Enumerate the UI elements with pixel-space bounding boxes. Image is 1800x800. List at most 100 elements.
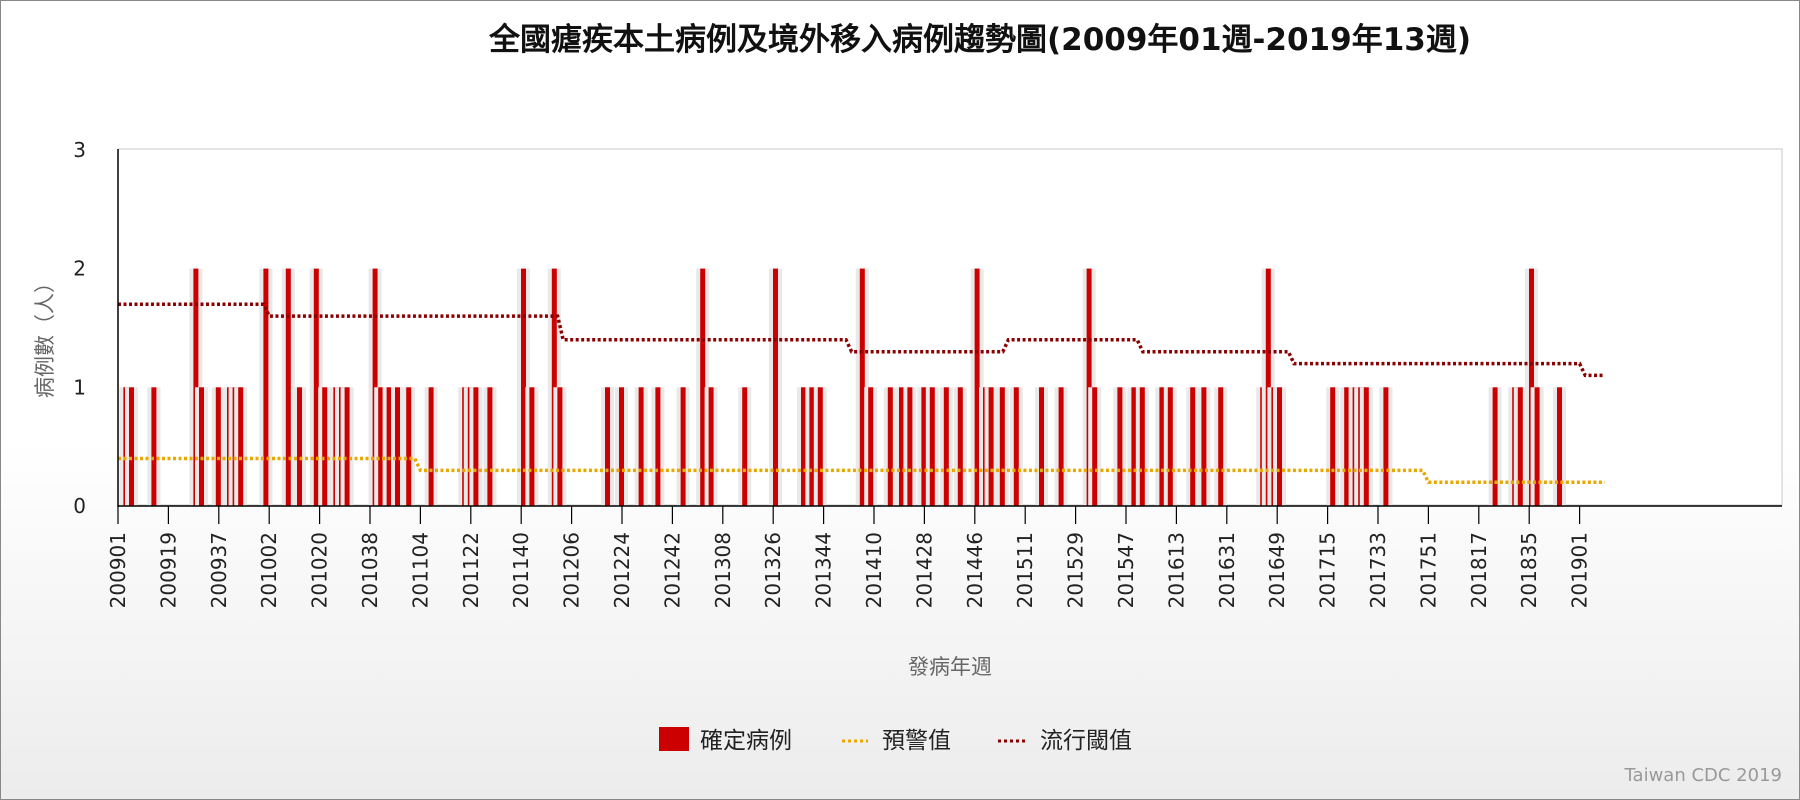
bar — [1201, 387, 1207, 506]
bar — [1277, 387, 1282, 506]
bar — [285, 268, 291, 506]
legend-label-warning: 預警值 — [882, 728, 951, 754]
x-tick-label: 201529 — [1064, 532, 1088, 608]
bar — [988, 387, 994, 506]
bar — [1492, 387, 1498, 506]
bar — [557, 387, 563, 506]
bar — [638, 387, 644, 506]
bar — [297, 387, 302, 506]
bar — [773, 268, 778, 506]
bar — [263, 268, 269, 506]
bar — [742, 387, 748, 506]
x-tick-label: 201715 — [1316, 532, 1340, 608]
bar — [1139, 387, 1145, 506]
x-axis-title: 發病年週 — [908, 655, 992, 679]
x-tick-label: 201002 — [257, 532, 281, 608]
x-tick-label: 201428 — [912, 532, 936, 608]
bar — [655, 387, 661, 506]
x-tick-label: 201020 — [308, 532, 332, 608]
x-tick-label: 200901 — [106, 532, 130, 608]
x-tick-label: 201817 — [1467, 532, 1491, 608]
bar — [1013, 387, 1019, 506]
bar — [378, 387, 384, 506]
bar — [344, 387, 350, 506]
bar — [406, 387, 412, 506]
x-tick-label: 201206 — [560, 532, 584, 608]
x-tick-label: 200919 — [156, 532, 180, 608]
bar — [1344, 387, 1350, 506]
bar — [521, 268, 526, 506]
bar — [529, 387, 535, 506]
bar — [859, 268, 865, 506]
x-tick-label: 201835 — [1517, 532, 1541, 608]
bar — [1363, 387, 1369, 506]
line-threshold — [118, 302, 1605, 378]
bar — [899, 387, 904, 506]
x-tick-label: 201446 — [963, 532, 987, 608]
line-warning — [118, 456, 1605, 485]
bar — [700, 268, 706, 506]
bar — [129, 387, 134, 506]
bar — [1557, 387, 1562, 506]
bar — [817, 387, 823, 506]
bar — [473, 387, 479, 506]
bar — [428, 387, 434, 506]
bar — [313, 268, 319, 506]
bar — [605, 387, 610, 506]
x-tick-label: 201038 — [358, 532, 382, 608]
bar — [801, 387, 806, 506]
bar — [1117, 387, 1123, 506]
bar — [1190, 387, 1196, 506]
bar — [199, 387, 204, 506]
bar — [1092, 387, 1098, 506]
x-tick-label: 201649 — [1265, 532, 1289, 608]
x-tick-label: 201410 — [862, 532, 886, 608]
y-axis-title: 病例數（人） — [33, 272, 57, 398]
x-tick-label: 201631 — [1215, 532, 1239, 608]
bar — [619, 387, 624, 506]
bar — [929, 387, 935, 506]
bar — [1058, 387, 1064, 506]
x-tick-label: 201901 — [1568, 532, 1592, 608]
x-tick-label: 201326 — [761, 532, 785, 608]
bar — [487, 387, 493, 506]
x-tick-label: 201613 — [1164, 532, 1188, 608]
bar — [1383, 387, 1389, 506]
x-tick-label: 201104 — [408, 532, 432, 608]
bar — [1159, 387, 1165, 506]
credit-text: Taiwan CDC 2019 — [1624, 765, 1782, 786]
bar — [921, 387, 927, 506]
bar — [868, 387, 874, 506]
bar — [1330, 387, 1336, 506]
y-tick-label: 1 — [73, 375, 86, 399]
x-tick-label: 201511 — [1013, 532, 1037, 608]
bar — [1517, 387, 1523, 506]
legend-label-confirmed: 確定病例 — [700, 728, 792, 754]
bar — [238, 387, 244, 506]
x-tick-label: 201308 — [711, 532, 735, 608]
bar — [907, 387, 913, 506]
bar — [1167, 387, 1173, 506]
legend-label-threshold: 流行閾值 — [1040, 728, 1132, 754]
bar — [1218, 387, 1224, 506]
y-tick-label: 2 — [73, 257, 86, 281]
bar — [1534, 387, 1540, 506]
bar — [215, 387, 221, 506]
bar — [809, 387, 815, 506]
x-tick-label: 200937 — [207, 532, 231, 608]
x-tick-label: 201140 — [509, 532, 533, 608]
y-tick-label: 0 — [73, 494, 86, 518]
bar — [943, 387, 949, 506]
x-tick-label: 201733 — [1366, 532, 1390, 608]
bar-series — [119, 268, 1566, 506]
x-tick-label: 201751 — [1416, 532, 1440, 608]
x-tick-label: 201122 — [459, 532, 483, 608]
bar — [1131, 387, 1137, 506]
x-tick-label: 201242 — [660, 532, 684, 608]
bar — [395, 387, 400, 506]
legend-swatch-confirmed — [659, 727, 689, 751]
x-tick-label: 201344 — [812, 532, 836, 608]
bar — [151, 387, 157, 506]
x-tick-label: 201224 — [610, 532, 634, 608]
